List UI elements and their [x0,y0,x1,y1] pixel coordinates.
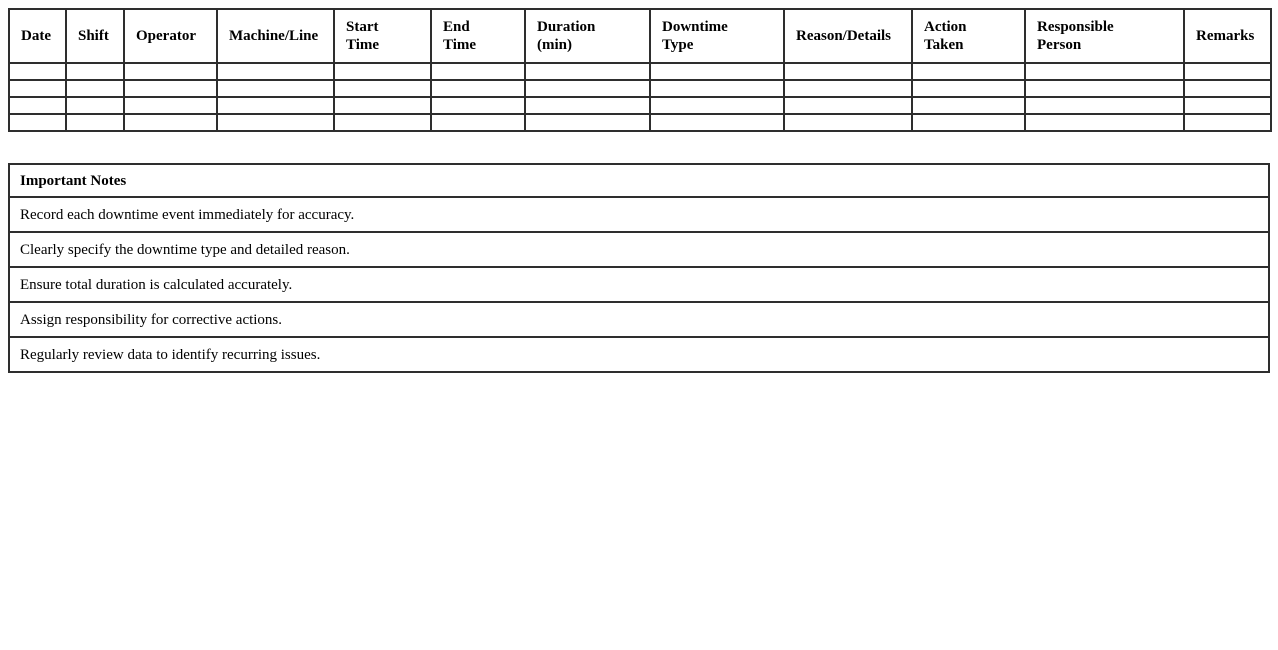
empty-cell [649,96,785,115]
empty-cell [1024,113,1185,132]
important-notes-table: Important Notes Record each downtime eve… [8,163,1270,373]
empty-cell [123,113,218,132]
entry-row [8,96,1272,115]
empty-cell [430,79,526,98]
column-header-responsible-person: Responsible Person [1024,8,1185,64]
empty-cell [65,113,125,132]
empty-cell [123,96,218,115]
empty-cell [783,62,913,81]
empty-cell [1183,113,1272,132]
empty-cell [1024,79,1185,98]
empty-cell [8,62,67,81]
empty-cell [1183,96,1272,115]
empty-cell [1024,62,1185,81]
empty-cell [911,113,1026,132]
empty-cell [333,113,432,132]
column-header-operator: Operator [123,8,218,64]
empty-cell [8,79,67,98]
empty-cell [783,113,913,132]
notes-title-row: Important Notes [8,163,1270,198]
empty-cell [216,113,335,132]
empty-cell [1024,96,1185,115]
empty-cell [911,96,1026,115]
empty-cell [123,79,218,98]
column-header-remarks: Remarks [1183,8,1272,64]
empty-cell [65,79,125,98]
empty-cell [649,62,785,81]
empty-cell [333,96,432,115]
note-row: Ensure total duration is calculated accu… [8,266,1270,303]
empty-cell [8,113,67,132]
empty-cell [430,62,526,81]
entry-rows [8,62,1272,132]
empty-cell [524,79,651,98]
empty-cell [524,113,651,132]
column-header-duration: Duration (min) [524,8,651,64]
entry-row [8,79,1272,98]
empty-cell [1183,79,1272,98]
empty-cell [430,113,526,132]
empty-cell [65,62,125,81]
column-header-end-time: End Time [430,8,526,64]
column-header-action-taken: Action Taken [911,8,1026,64]
empty-cell [65,96,125,115]
note-row: Clearly specify the downtime type and de… [8,231,1270,268]
note-item: Record each downtime event immediately f… [8,196,1270,233]
note-row: Assign responsibility for corrective act… [8,301,1270,338]
document-body: Date Shift Operator Machine/Line Start T… [8,8,1272,373]
column-header-shift: Shift [65,8,125,64]
empty-cell [649,113,785,132]
entry-row [8,62,1272,81]
empty-cell [333,79,432,98]
empty-cell [649,79,785,98]
empty-cell [524,96,651,115]
note-item: Clearly specify the downtime type and de… [8,231,1270,268]
empty-cell [911,62,1026,81]
notes-title: Important Notes [8,163,1270,198]
downtime-log-table: Date Shift Operator Machine/Line Start T… [8,8,1272,132]
note-item: Ensure total duration is calculated accu… [8,266,1270,303]
column-header-machine-line: Machine/Line [216,8,335,64]
note-row: Record each downtime event immediately f… [8,196,1270,233]
empty-cell [333,62,432,81]
empty-cell [216,79,335,98]
empty-cell [430,96,526,115]
empty-cell [524,62,651,81]
column-header-start-time: Start Time [333,8,432,64]
column-header-date: Date [8,8,67,64]
column-header-downtime-type: Downtime Type [649,8,785,64]
empty-cell [216,96,335,115]
entry-row [8,113,1272,132]
empty-cell [783,96,913,115]
note-item: Regularly review data to identify recurr… [8,336,1270,373]
header-row: Date Shift Operator Machine/Line Start T… [8,8,1272,64]
note-item: Assign responsibility for corrective act… [8,301,1270,338]
note-row: Regularly review data to identify recurr… [8,336,1270,373]
empty-cell [8,96,67,115]
empty-cell [911,79,1026,98]
empty-cell [1183,62,1272,81]
empty-cell [783,79,913,98]
empty-cell [216,62,335,81]
column-header-reason-details: Reason/Details [783,8,913,64]
empty-cell [123,62,218,81]
